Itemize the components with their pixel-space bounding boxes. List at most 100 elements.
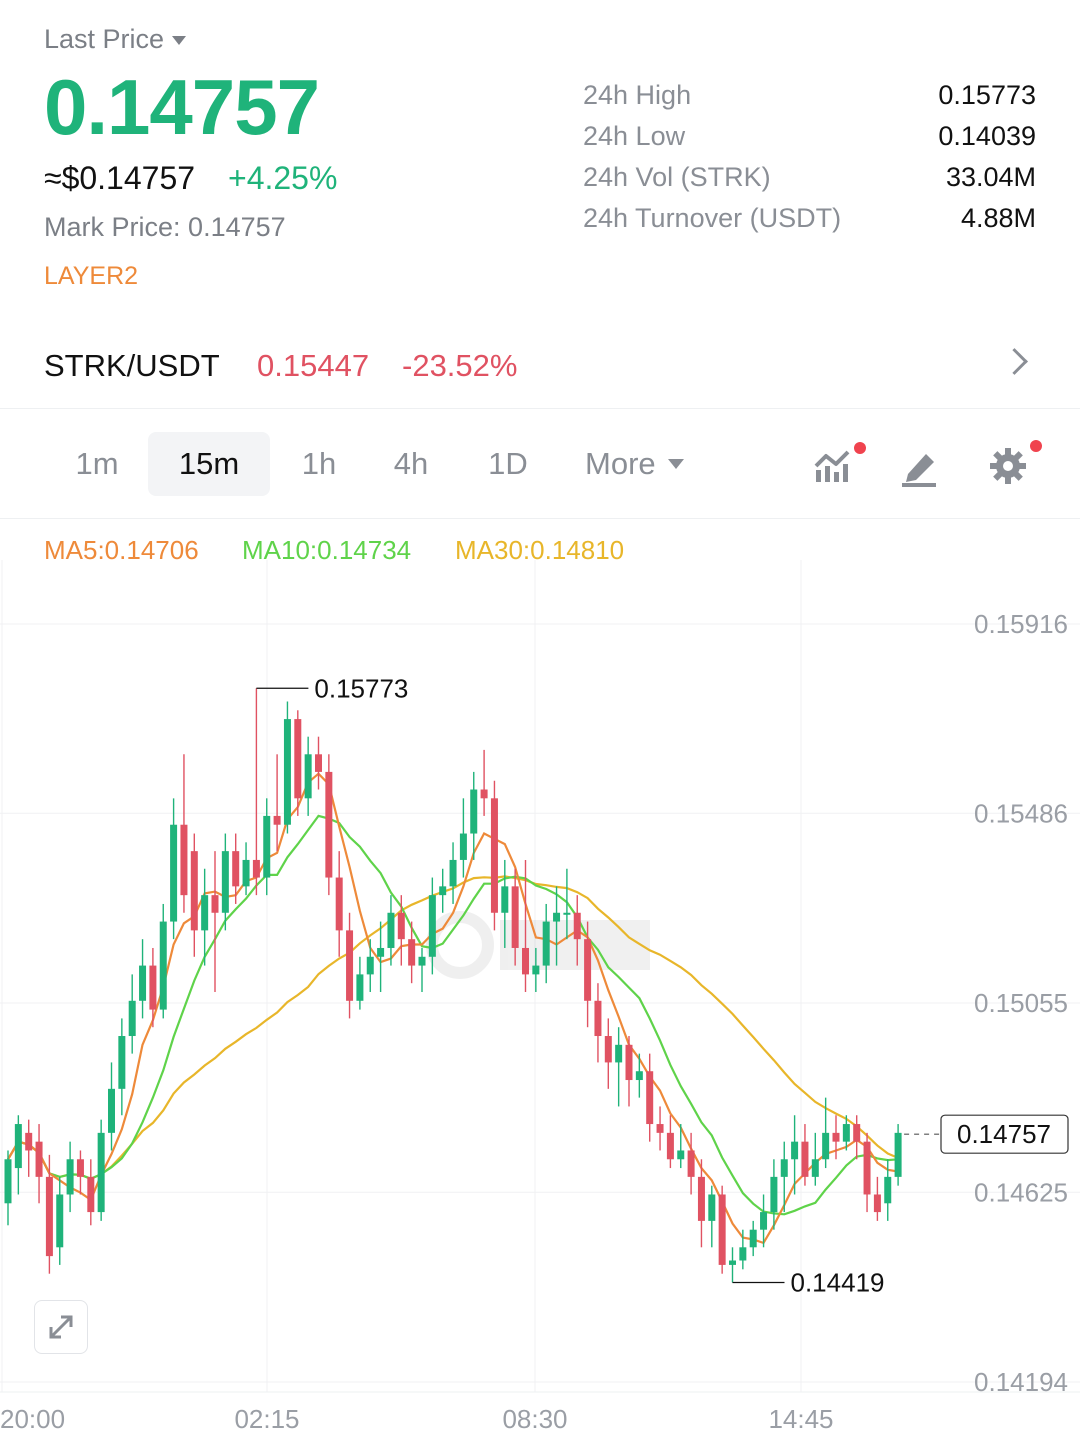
y-tick-label: 0.15486 (974, 798, 1068, 828)
candle-body (863, 1141, 871, 1195)
candle (832, 1115, 840, 1160)
y-tick-label: 0.14194 (974, 1367, 1068, 1397)
candle (635, 1053, 643, 1098)
draw-icon[interactable] (898, 444, 942, 488)
candle-body (387, 912, 395, 948)
price-type-selector[interactable]: Last Price (44, 24, 187, 55)
pair-price: 0.15447 (257, 348, 370, 383)
candle (128, 974, 136, 1054)
notification-dot (1030, 440, 1042, 452)
candle-body (884, 1176, 892, 1204)
candle (149, 947, 157, 1028)
candle-body (553, 912, 561, 922)
spot-pair-row[interactable]: STRK/USDT 0.15447 -23.52% (0, 330, 1080, 409)
tab-1m[interactable]: 1m (75, 446, 119, 481)
tab-1h[interactable]: 1h (301, 446, 337, 481)
candle (56, 1176, 64, 1265)
stat-value-high: 0.15773 (938, 80, 1036, 110)
candlestick-chart[interactable]: 0.15916 0.15486 0.15055 0.14625 0.14194 20:0… (0, 560, 1080, 1445)
candle (139, 939, 147, 1019)
candle (822, 1097, 830, 1169)
candle-body (532, 965, 540, 975)
candle-body (45, 1176, 53, 1257)
candle-body (221, 851, 229, 913)
candle-body (594, 1000, 602, 1037)
candle (594, 983, 602, 1063)
candle-body (139, 965, 147, 1001)
change-percent: +4.25% (228, 160, 338, 196)
ma10-legend: MA10:0.14734 (242, 535, 412, 565)
candle (511, 868, 519, 966)
tab-15m[interactable]: 15m (148, 432, 270, 496)
candle-body (97, 1132, 105, 1213)
candle (170, 798, 178, 940)
price-markers: 0.15773 0.14419 0.14757 (256, 673, 1069, 1298)
indicator-icon[interactable] (812, 442, 866, 488)
candle-body (522, 947, 529, 975)
settings-icon[interactable] (986, 440, 1042, 488)
candle (335, 851, 343, 957)
y-tick-label: 0.14625 (974, 1177, 1068, 1207)
candle (439, 868, 447, 913)
candle (190, 833, 198, 957)
candle (428, 877, 436, 975)
candle (14, 1115, 22, 1195)
candle (677, 1124, 685, 1169)
candle (252, 688, 260, 896)
candle-body (656, 1124, 664, 1133)
candle (542, 903, 550, 984)
candle (863, 1132, 871, 1213)
candle-body (749, 1229, 757, 1248)
mark-price-value: 0.14757 (188, 212, 286, 242)
stat-label-volume: 24h Vol (STRK) (583, 162, 771, 192)
x-tick-label: 02:15 (234, 1404, 299, 1434)
candle-body (573, 912, 581, 940)
candle-body (14, 1124, 22, 1169)
stat-label-turnover: 24h Turnover (USDT) (583, 203, 842, 233)
candle-body (563, 912, 571, 915)
candle-body (263, 815, 271, 878)
candle-body (511, 886, 519, 948)
candle (4, 1150, 12, 1226)
candle (387, 895, 395, 966)
candle-body (356, 974, 364, 1001)
candle (584, 921, 592, 1028)
more-label: More (585, 446, 656, 481)
candle (532, 947, 540, 992)
candle (615, 1027, 623, 1107)
candle-body (428, 895, 436, 957)
candle-body (315, 754, 322, 772)
candle-body (646, 1071, 654, 1125)
candle (470, 771, 478, 860)
candle (377, 921, 385, 992)
candle (232, 833, 240, 904)
candle (801, 1124, 809, 1186)
candle (449, 842, 457, 904)
tab-1d[interactable]: 1D (488, 446, 528, 481)
candle (770, 1159, 778, 1230)
candle-body (170, 824, 178, 922)
sector-tag[interactable]: LAYER2 (44, 262, 139, 290)
candle (749, 1220, 757, 1257)
candle (687, 1132, 695, 1195)
candle (87, 1159, 95, 1226)
expand-chart-button[interactable] (34, 1300, 88, 1354)
candle-body (780, 1159, 788, 1177)
candle-body (149, 965, 157, 1010)
candle (366, 939, 374, 992)
y-tick-label: 0.15916 (974, 609, 1068, 639)
candle (760, 1194, 768, 1248)
candle-body (25, 1132, 33, 1151)
candle-body (470, 789, 478, 834)
candle-body (666, 1132, 674, 1160)
tab-4h[interactable]: 4h (393, 446, 429, 481)
candle-body (760, 1212, 768, 1230)
candle (294, 710, 302, 816)
candle (884, 1159, 892, 1221)
candle-body (128, 1000, 136, 1037)
caret-down-icon (667, 459, 684, 469)
more-intervals-button[interactable]: More (585, 432, 684, 496)
candle (304, 736, 312, 816)
expand-icon (49, 1315, 73, 1339)
y-axis-labels: 0.15916 0.15486 0.15055 0.14625 0.14194 (974, 609, 1068, 1397)
